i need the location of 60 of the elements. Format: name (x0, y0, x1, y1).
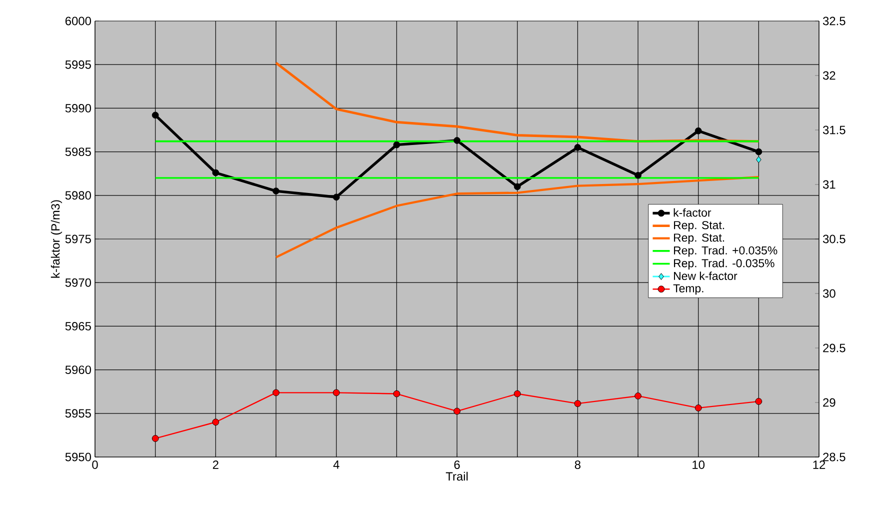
point (694, 404, 702, 412)
point (514, 390, 521, 398)
y2-tick-label: 29 (823, 398, 836, 407)
y-tick-label: 5975 (65, 234, 91, 244)
point (332, 194, 340, 201)
x-axis-title: Trail (446, 472, 468, 481)
legend-label: Rep. Trad. -0.035% (674, 258, 774, 270)
point (755, 148, 762, 156)
y-tick-label: 6000 (65, 16, 92, 26)
y-tick-label: 5985 (65, 148, 91, 156)
point (694, 127, 702, 134)
y-tick-label: 5950 (65, 452, 92, 462)
x-tick-label: 2 (212, 460, 218, 469)
point (454, 408, 460, 415)
x-tick-label: 6 (454, 460, 460, 469)
y-tick-label: 5980 (65, 191, 92, 200)
point (454, 137, 460, 144)
x-tick-label: 0 (92, 460, 98, 469)
legend-label: Rep. Stat. (674, 234, 724, 244)
y-tick-label: 5970 (65, 278, 92, 287)
point (272, 188, 280, 194)
y2-tick-label: 31 (822, 180, 836, 189)
legend-label: Rep. Trad. +0.035% (674, 246, 778, 257)
point (574, 144, 582, 151)
y2-tick-label: 32 (822, 71, 836, 80)
y-tick-label: 5990 (65, 104, 92, 112)
x-tick-label: 12 (813, 460, 826, 469)
point (272, 389, 280, 396)
y2-tick-label: 31.5 (822, 126, 846, 134)
point (574, 400, 582, 408)
point (755, 398, 762, 405)
y-tick-label: 5995 (65, 60, 91, 69)
y-axis-title: k-faktor (P/m3) (50, 200, 62, 278)
y-tick-label: 5965 (65, 322, 91, 330)
legend-label: k-factor (674, 208, 712, 217)
legend-label: Rep. Stat. (674, 221, 724, 232)
point (393, 141, 400, 148)
point (756, 156, 762, 164)
point (634, 392, 642, 400)
x-tick-label: 10 (692, 460, 705, 469)
legend-label: New k-factor (674, 272, 738, 280)
line-series (274, 62, 760, 143)
y2-tick-label: 30 (822, 289, 836, 298)
x-tick-label: 8 (574, 460, 580, 469)
point (393, 390, 400, 398)
point (212, 418, 220, 426)
y-tick-label: 5960 (65, 366, 92, 374)
point (514, 183, 521, 190)
y2-tick-label: 28.5 (823, 452, 846, 462)
point (332, 389, 340, 396)
legend-label: Temp. (673, 284, 704, 295)
y2-tick-label: 30.5 (822, 234, 846, 244)
y-tick-label: 5955 (65, 409, 91, 418)
y2-tick-label: 29.5 (823, 344, 846, 352)
x-tick-label: 4 (333, 460, 340, 469)
y2-tick-label: 32.5 (822, 16, 846, 26)
point (212, 169, 220, 176)
point (152, 112, 159, 119)
point (634, 172, 642, 179)
point (152, 435, 159, 442)
